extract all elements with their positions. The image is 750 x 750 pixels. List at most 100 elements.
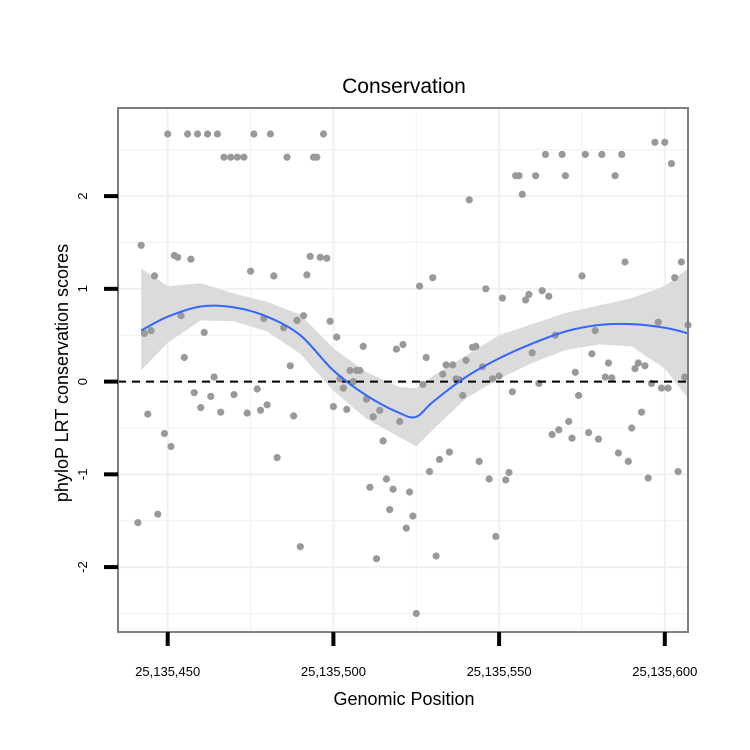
y-tick-label: -2: [75, 561, 90, 573]
data-point: [621, 258, 629, 266]
data-point: [591, 327, 599, 335]
data-point: [545, 292, 553, 300]
data-point: [422, 353, 430, 362]
data-point: [608, 374, 616, 382]
data-point: [435, 455, 444, 464]
x-tick-label: 25,135,600: [632, 664, 697, 679]
data-point: [631, 365, 639, 373]
data-point: [439, 370, 447, 378]
data-point: [604, 359, 613, 367]
data-point: [488, 375, 497, 383]
data-point: [349, 378, 357, 386]
data-point: [515, 172, 523, 180]
data-point: [266, 130, 274, 138]
data-point: [677, 258, 686, 266]
data-point: [207, 392, 215, 400]
data-point: [429, 274, 437, 282]
data-point: [508, 388, 516, 396]
panel-border: [117, 107, 689, 633]
data-point: [598, 150, 606, 158]
data-point: [190, 389, 198, 397]
y-axis-title: phyloP LRT conservation scores: [52, 244, 72, 502]
data-point: [359, 342, 367, 350]
data-point: [585, 429, 593, 437]
data-point: [137, 241, 145, 249]
data-point: [323, 254, 331, 262]
data-point: [386, 506, 394, 514]
data-point: [561, 172, 570, 180]
data-point: [343, 405, 351, 413]
data-point: [180, 353, 188, 362]
data-point: [313, 153, 321, 161]
data-point: [283, 153, 291, 161]
data-point: [532, 172, 540, 180]
data-point: [565, 417, 573, 426]
data-point: [203, 130, 212, 138]
data-point: [187, 255, 195, 263]
data-point: [339, 384, 347, 392]
data-point: [382, 475, 390, 483]
data-point: [300, 312, 308, 320]
data-point: [372, 555, 381, 563]
data-point: [147, 327, 155, 335]
data-point: [366, 483, 374, 491]
data-point: [346, 366, 354, 375]
data-point: [459, 391, 467, 400]
data-point: [661, 138, 669, 146]
data-point: [657, 384, 666, 392]
data-point: [449, 361, 457, 369]
y-tick-label: -1: [75, 469, 90, 481]
data-point: [465, 196, 473, 204]
data-point: [412, 609, 420, 618]
data-point: [290, 412, 298, 420]
data-point: [654, 318, 662, 326]
chart-title: Conservation: [342, 75, 466, 98]
data-point: [233, 153, 241, 161]
x-tick-label: 25,135,550: [467, 664, 532, 679]
data-point: [538, 287, 546, 295]
data-point: [664, 384, 672, 392]
data-point: [286, 362, 294, 370]
data-point: [406, 488, 414, 496]
data-point: [681, 373, 689, 381]
data-point: [134, 519, 142, 527]
data-point: [541, 150, 550, 158]
data-point: [419, 380, 427, 388]
data-point: [193, 130, 202, 138]
data-point: [667, 160, 676, 168]
data-point: [303, 271, 311, 279]
y-tick-label: 1: [75, 285, 90, 292]
data-point: [502, 476, 510, 484]
data-point: [227, 153, 235, 161]
data-point: [177, 312, 185, 320]
data-point: [273, 454, 281, 462]
data-point: [376, 406, 384, 414]
data-point: [492, 532, 500, 541]
data-point: [296, 543, 304, 551]
data-point: [253, 385, 261, 393]
data-point: [200, 328, 208, 336]
data-point: [326, 317, 334, 325]
data-point: [174, 253, 182, 261]
data-point: [594, 435, 603, 443]
data-point: [230, 391, 238, 399]
panel-background: [118, 108, 688, 632]
data-point: [548, 430, 556, 439]
data-point: [220, 153, 228, 161]
plot-area: [117, 107, 692, 633]
data-point: [144, 410, 152, 418]
data-point: [250, 130, 258, 138]
data-point: [402, 524, 410, 532]
data-point: [396, 417, 404, 426]
data-point: [379, 437, 387, 445]
data-point: [356, 366, 364, 375]
data-point: [416, 282, 424, 290]
data-point: [445, 448, 453, 456]
data-point: [568, 434, 576, 442]
x-tick-label: 25,135,450: [135, 664, 200, 679]
data-point: [575, 391, 583, 400]
data-point: [644, 474, 652, 482]
data-point: [240, 153, 248, 161]
data-point: [495, 372, 503, 380]
y-tick-label: 2: [75, 192, 90, 199]
